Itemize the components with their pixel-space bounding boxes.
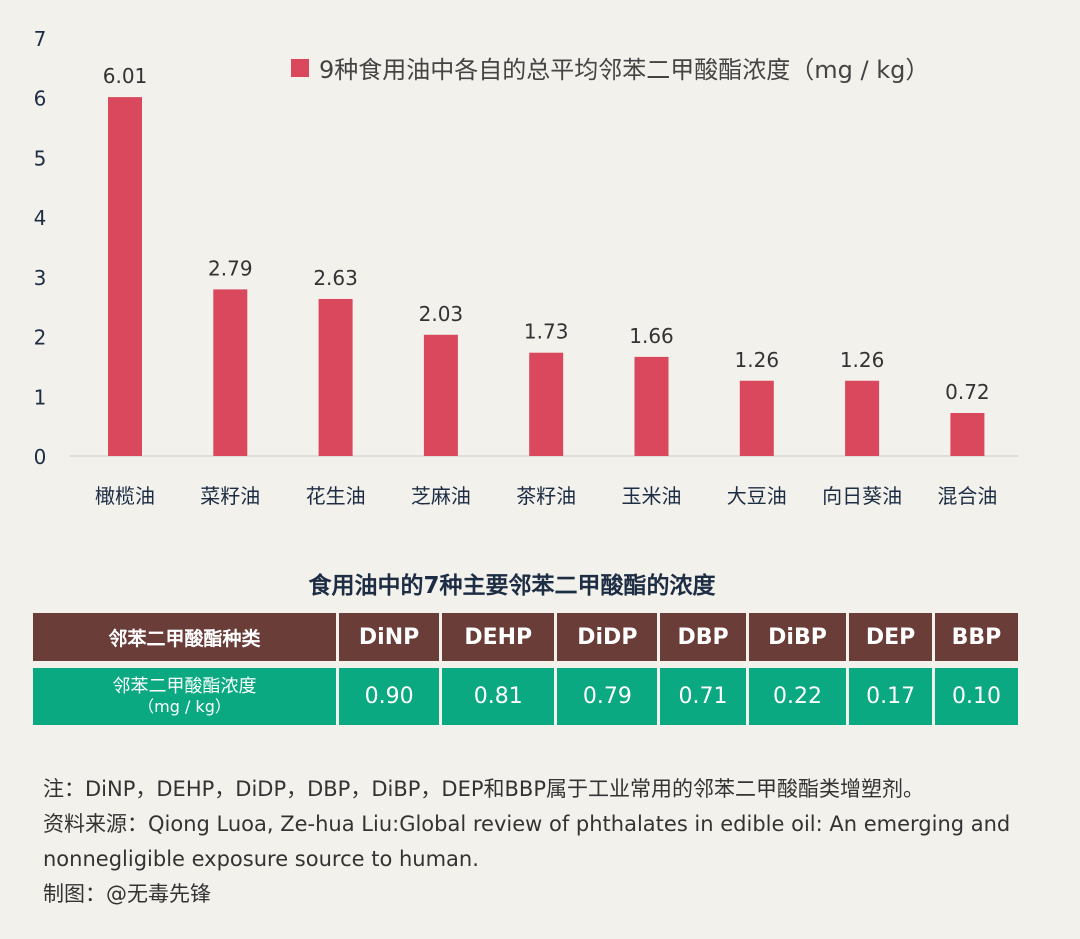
- data-label: 1.26: [840, 348, 885, 372]
- y-tick-label: 3: [34, 266, 47, 290]
- bar-chart: 0 1 2 3 4 5 6 7 6.01 橄榄油 2.79 菜籽油 2.63 花生油 2.03 芝麻油 1.73…: [34, 27, 1018, 508]
- table-data-row: 邻苯二甲酸酯浓度 （mg / kg） 0.90 0.81 0.79 0.71 0.…: [33, 668, 1018, 725]
- chart-legend: 9种食用油中各自的总平均邻苯二甲酸酯浓度（mg / kg）: [291, 50, 929, 85]
- note-text: 注：DiNP，DEHP，DiDP，DBP，DiBP，DEP和BBP属于工业常用的…: [43, 777, 925, 801]
- x-tick-label: 玉米油: [622, 484, 682, 508]
- table-cell: 0.71: [660, 668, 746, 725]
- bar: [845, 380, 880, 456]
- row-label-text: 邻苯二甲酸酯浓度: [112, 675, 257, 697]
- footnotes: 注：DiNP，DEHP，DiDP，DBP，DiBP，DEP和BBP属于工业常用的…: [43, 772, 1063, 912]
- column-header: BBP: [934, 613, 1018, 661]
- data-label: 1.26: [735, 348, 780, 372]
- table-header-row: 邻苯二甲酸酯种类 DiNP DEHP DiDP DBP DiBP DEP BBP: [33, 613, 1018, 661]
- data-label: 2.03: [419, 302, 464, 326]
- y-tick-label: 0: [34, 445, 47, 469]
- x-tick-label: 大豆油: [727, 484, 787, 508]
- data-label: 2.79: [208, 256, 253, 280]
- table-title: 食用油中的7种主要邻苯二甲酸酯的浓度: [308, 573, 716, 599]
- y-tick-label: 2: [34, 326, 47, 350]
- y-tick-label: 1: [34, 385, 47, 409]
- x-tick-label: 橄榄油: [95, 484, 155, 508]
- bar: [423, 334, 458, 456]
- table-cell: 0.90: [339, 668, 440, 725]
- bar: [634, 356, 669, 456]
- column-header: DEP: [849, 613, 932, 661]
- data-label: 6.01: [103, 64, 148, 88]
- y-tick-label: 5: [34, 146, 47, 170]
- column-header: DBP: [660, 613, 746, 661]
- x-tick-label: 向日葵油: [822, 484, 902, 508]
- bar: [529, 352, 564, 456]
- data-label: 1.66: [629, 324, 674, 348]
- y-tick-label: 6: [34, 87, 47, 111]
- bar: [213, 289, 248, 456]
- y-tick-label: 4: [34, 206, 47, 230]
- bar: [318, 298, 353, 456]
- x-tick-label: 混合油: [937, 484, 997, 508]
- table-cell: 0.17: [849, 668, 932, 725]
- y-tick-label: 7: [34, 27, 47, 51]
- data-label: 0.72: [945, 380, 990, 404]
- column-header: DiDP: [557, 613, 658, 661]
- column-header: DiBP: [748, 613, 847, 661]
- x-tick-label: 芝麻油: [411, 484, 471, 508]
- table-cell: 0.22: [748, 668, 847, 725]
- x-tick-label: 花生油: [306, 484, 366, 508]
- data-label: 1.73: [524, 320, 569, 344]
- credit-text: 制图：@无毒先锋: [43, 882, 211, 906]
- source-text: 资料来源：Qiong Luoa, Ze-hua Liu:Global revie…: [43, 812, 1011, 871]
- data-label: 2.63: [313, 266, 358, 290]
- row-unit: （mg / kg）: [138, 696, 231, 716]
- column-header: DiNP: [339, 613, 440, 661]
- legend-label: 9种食用油中各自的总平均邻苯二甲酸酯浓度（mg / kg）: [319, 56, 930, 84]
- table-cell: 0.81: [442, 668, 555, 725]
- column-header: DEHP: [442, 613, 555, 661]
- concentration-table: 邻苯二甲酸酯种类 DiNP DEHP DiDP DBP DiBP DEP BBP…: [30, 613, 1021, 725]
- x-tick-label: 菜籽油: [200, 484, 260, 508]
- bar: [108, 97, 142, 457]
- row-label: 邻苯二甲酸酯浓度 （mg / kg）: [33, 668, 336, 725]
- header-label: 邻苯二甲酸酯种类: [33, 613, 336, 661]
- bar: [950, 413, 985, 456]
- bar: [739, 380, 774, 456]
- table-cell: 0.79: [557, 668, 658, 725]
- x-tick-label: 茶籽油: [516, 484, 576, 508]
- legend-swatch: [291, 58, 309, 77]
- table-cell: 0.10: [934, 668, 1018, 725]
